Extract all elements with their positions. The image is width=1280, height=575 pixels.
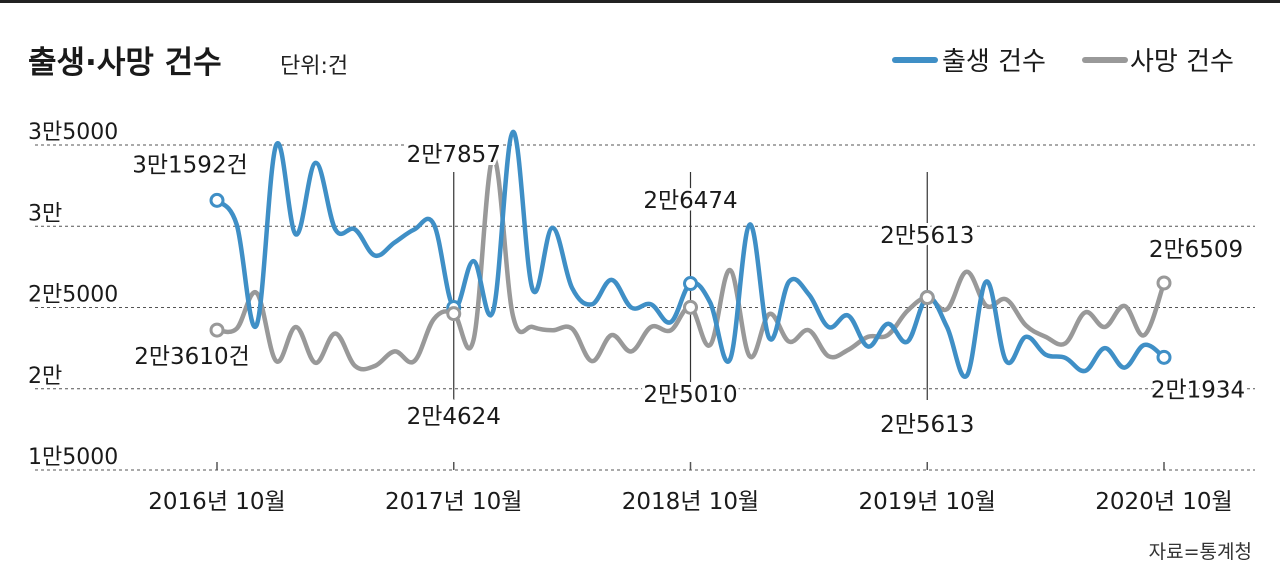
annotation-labels: 3만1592건 2만3610건 2만7857 2만4624 2만6474 2만5010 2만…: [129, 139, 1248, 441]
annotation-label: 2만6474: [643, 188, 737, 214]
annotation-markers: [209, 192, 1172, 365]
x-tick-label: 2019년 10월: [859, 489, 996, 515]
legend: 출생 건수 사망 건수: [892, 47, 1234, 77]
annotation-label: 2만7857: [407, 142, 501, 168]
top-rule: [0, 0, 1280, 3]
annotation-label: 2만3610건: [134, 344, 250, 370]
x-tick-label: 2018년 10월: [622, 489, 759, 515]
y-tick-label: 2만5000: [28, 283, 118, 308]
source-note: 자료=통계청: [1149, 541, 1252, 563]
annotation-marker: [683, 299, 698, 315]
annotation-marker: [209, 192, 225, 208]
annotation-marker: [446, 306, 462, 322]
annotation-marker: [209, 322, 225, 338]
annotation-label: 2만1934: [1151, 377, 1245, 403]
unit-label: 단위:건: [280, 54, 348, 79]
gridlines: [35, 144, 1255, 471]
y-axis-ticks: 3만5000 3만 2만5000 2만 1만5000: [28, 120, 118, 470]
annotation-marker: [683, 276, 698, 292]
annotation-label: 2만5010: [643, 382, 737, 408]
x-tick-label: 2020년 10월: [1095, 489, 1232, 515]
annotation-label: 2만5613: [880, 223, 974, 249]
annotation-label: 2만6509: [1149, 237, 1243, 263]
annotation-label: 3만1592건: [132, 152, 248, 178]
annotation-marker: [919, 290, 935, 306]
y-tick-label: 1만5000: [28, 445, 118, 470]
annotation-label: 2만5613: [880, 412, 974, 438]
x-axis-ticks: 2016년 10월 2017년 10월 2018년 10월 2019년 10월 2020…: [148, 462, 1233, 515]
y-tick-label: 3만: [28, 201, 62, 226]
y-tick-label: 2만: [28, 364, 62, 389]
series-line-birth: [214, 129, 1167, 379]
x-tick-label: 2017년 10월: [385, 489, 522, 515]
series-lines: [214, 129, 1167, 379]
chart-title: 출생·사망 건수: [28, 45, 222, 81]
annotation-marker: [1156, 349, 1172, 365]
legend-label-birth: 출생 건수: [942, 47, 1046, 77]
annotation-label: 2만4624: [407, 404, 501, 430]
legend-label-death: 사망 건수: [1130, 47, 1234, 77]
y-tick-label: 3만5000: [28, 120, 118, 145]
annotation-marker: [1156, 275, 1172, 291]
series-line-death: [214, 155, 1167, 372]
x-tick-label: 2016년 10월: [148, 489, 285, 515]
